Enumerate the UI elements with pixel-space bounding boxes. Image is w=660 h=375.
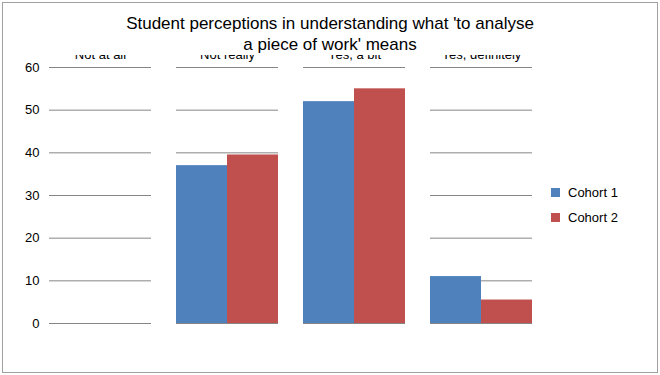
svg-text:10: 10 xyxy=(25,273,39,288)
html-text:Cohort 1: Cohort 1 xyxy=(568,185,618,200)
svg-text:Yes, a bit: Yes, a bit xyxy=(328,55,381,62)
svg-text:30: 30 xyxy=(25,188,39,203)
svg-text:40: 40 xyxy=(25,145,39,160)
svg-text:60: 60 xyxy=(25,60,39,75)
svg-text:50: 50 xyxy=(25,102,39,117)
svg-text:Yes, definitely: Yes, definitely xyxy=(442,55,522,62)
svg-text:0: 0 xyxy=(32,316,39,331)
svg-text:20: 20 xyxy=(25,230,39,245)
svg-text:Not really: Not really xyxy=(200,55,255,62)
html-text:Student perceptions in underst: Student perceptions in understanding wha… xyxy=(126,14,534,54)
html-text:Cohort 2: Cohort 2 xyxy=(568,210,618,225)
svg-text:Not at all: Not at all xyxy=(75,55,126,62)
